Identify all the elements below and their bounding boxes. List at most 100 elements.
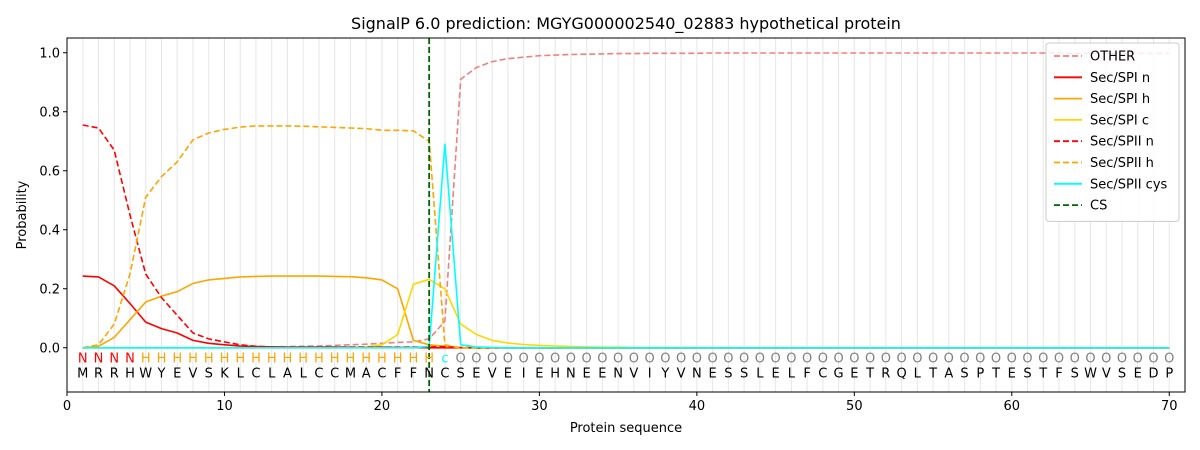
region-label: O — [1007, 352, 1017, 367]
region-label: O — [566, 352, 576, 367]
region-label: O — [1164, 352, 1174, 367]
residue-label: H — [125, 366, 135, 381]
chart-title: SignalP 6.0 prediction: MGYG000002540_02… — [351, 14, 901, 34]
region-label: O — [1133, 352, 1143, 367]
y-tick-label: 0.6 — [39, 164, 60, 179]
region-label: N — [78, 352, 88, 367]
residue-label: W — [139, 366, 152, 381]
residue-label: A — [362, 366, 371, 381]
residue-label: E — [173, 366, 181, 381]
residue-label: C — [330, 366, 339, 381]
residue-label: N — [692, 366, 702, 381]
legend: OTHER Sec/SPI n Sec/SPI h Sec/SPI c Sec/SPII… — [1045, 42, 1180, 222]
region-label: O — [487, 352, 497, 367]
residue-label: I — [522, 366, 526, 381]
residue-label: Q — [896, 366, 906, 381]
region-label: N — [109, 352, 119, 367]
residue-label: S — [1023, 366, 1031, 381]
region-label: O — [849, 352, 859, 367]
residue-label: S — [960, 366, 968, 381]
x-tick-label: 40 — [689, 399, 706, 414]
region-label: H — [314, 352, 324, 367]
residue-label: E — [850, 366, 858, 381]
region-label: O — [582, 352, 592, 367]
residue-label: V — [677, 366, 686, 381]
residue-label: C — [440, 366, 449, 381]
region-label: H — [172, 352, 182, 367]
residue-label: L — [237, 366, 245, 381]
x-axis-label: Protein sequence — [570, 421, 682, 436]
series-line — [82, 124, 1170, 349]
residue-label: E — [535, 366, 543, 381]
residue-label: H — [550, 366, 560, 381]
region-label: O — [991, 352, 1001, 367]
residue-label: S — [724, 366, 732, 381]
region-label: c — [441, 352, 448, 367]
residue-label: P — [976, 366, 984, 381]
region-label: O — [786, 352, 796, 367]
region-label: H — [330, 352, 340, 367]
x-tick-label: 10 — [216, 399, 233, 414]
residue-label: S — [457, 366, 465, 381]
residue-label: M — [77, 366, 88, 381]
residue-label: R — [94, 366, 103, 381]
region-label: H — [298, 352, 308, 367]
residue-label: S — [1071, 366, 1079, 381]
region-label: O — [1117, 352, 1127, 367]
region-label: O — [818, 352, 828, 367]
axes: 0 10 20 30 40 50 60 70 0.0 0.2 0.4 0.6 0.8 1.0 — [39, 46, 1177, 414]
x-tick-label: 20 — [374, 399, 391, 414]
y-tick-label: 0.2 — [39, 282, 60, 297]
residue-label: M — [345, 366, 356, 381]
residue-label: C — [377, 366, 386, 381]
plot-frame — [66, 37, 1186, 393]
grid — [82, 38, 1170, 392]
region-label: H — [361, 352, 371, 367]
region-label: O — [1148, 352, 1158, 367]
region-label: H — [220, 352, 230, 367]
region-label: O — [1085, 352, 1095, 367]
region-label: H — [409, 352, 419, 367]
region-label: H — [377, 352, 387, 367]
series-lines — [82, 38, 1170, 392]
residue-label: S — [205, 366, 213, 381]
residue-label: E — [504, 366, 512, 381]
region-label: O — [912, 352, 922, 367]
region-label: O — [944, 352, 954, 367]
region-label: O — [550, 352, 560, 367]
region-label: O — [1054, 352, 1064, 367]
residue-label: V — [1102, 366, 1111, 381]
region-label: O — [519, 352, 529, 367]
residue-label: L — [788, 366, 796, 381]
region-label: O — [770, 352, 780, 367]
region-label: O — [534, 352, 544, 367]
region-label: O — [676, 352, 686, 367]
region-label: O — [833, 352, 843, 367]
legend-label: Sec/SPI h — [1090, 92, 1150, 107]
region-label: O — [1022, 352, 1032, 367]
legend-label: Sec/SPII cys — [1090, 177, 1168, 192]
x-tick-label: 30 — [531, 399, 548, 414]
residue-label: R — [881, 366, 890, 381]
region-label: O — [865, 352, 875, 367]
region-label: O — [629, 352, 639, 367]
residue-label: C — [314, 366, 323, 381]
region-label: H — [251, 352, 261, 367]
residue-label: L — [756, 366, 764, 381]
residue-label: K — [220, 366, 229, 381]
residue-label: A — [283, 366, 292, 381]
residue-label: V — [629, 366, 638, 381]
residue-label: I — [648, 366, 652, 381]
x-tick-label: 60 — [1004, 399, 1021, 414]
region-label: O — [613, 352, 623, 367]
residue-label: V — [488, 366, 497, 381]
region-label: N — [125, 352, 135, 367]
legend-label: Sec/SPI c — [1090, 113, 1149, 128]
region-label: O — [739, 352, 749, 367]
residue-label: E — [583, 366, 591, 381]
region-label: O — [597, 352, 607, 367]
region-label: H — [283, 352, 293, 367]
region-label: H — [424, 352, 434, 367]
region-label: H — [188, 352, 198, 367]
legend-label: Sec/SPI n — [1090, 71, 1150, 86]
